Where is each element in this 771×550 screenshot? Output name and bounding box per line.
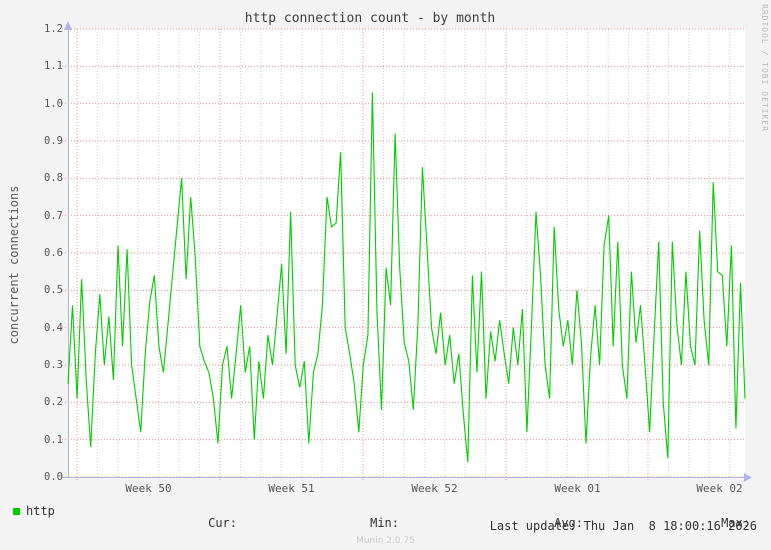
y-tick-label: 0.1: [44, 433, 63, 446]
stat-avg: Avg: 370.98m: [532, 495, 583, 550]
x-tick-label: Week 51: [268, 482, 315, 495]
y-tick-label: 0.4: [44, 321, 63, 334]
stat-min: Min: 0.00: [370, 495, 399, 550]
rrdtool-signature: RRDTOOL / TOBI OETIKER: [760, 4, 769, 132]
y-tick-label: 0.7: [44, 209, 63, 222]
y-tick-label: 0.3: [44, 359, 63, 371]
y-tick-label: 0.6: [44, 247, 63, 259]
x-tick-label: Week 50: [125, 482, 172, 495]
stat-avg-label: Avg:: [554, 516, 583, 530]
y-tick-label: 1.1: [44, 60, 63, 73]
stat-max-label: Max:: [721, 516, 750, 530]
legend-series-label: http: [26, 504, 55, 518]
stat-min-label: Min:: [370, 516, 399, 530]
last-update-text: Last update: Thu Jan 8 18:00:16 2026: [489, 519, 757, 533]
x-tick-label: Week 01: [554, 482, 601, 495]
x-axis-arrow-icon: [744, 473, 752, 482]
major-grid: [62, 28, 745, 481]
x-tick-label: Week 02: [696, 482, 743, 495]
y-tick-label: 0.8: [44, 172, 63, 185]
stat-cur-label: Cur:: [208, 516, 237, 530]
series-line-http: [67, 92, 746, 463]
axes: [62, 21, 752, 482]
y-tick-label: 0.9: [44, 135, 63, 147]
plot-area: [68, 29, 745, 477]
legend-item-http: http: [13, 504, 55, 518]
y-tick-label: 0.2: [44, 396, 63, 409]
series-color-swatch-icon: [13, 508, 20, 515]
munin-version-text: Munin 2.0.75: [356, 536, 415, 546]
x-tick-label: Week 52: [411, 482, 458, 495]
y-tick-label: 1.0: [44, 97, 63, 110]
y-tick-label: 1.2: [44, 23, 63, 35]
graph-title: http connection count - by month: [244, 11, 496, 26]
y-tick-label: 0.5: [44, 284, 63, 297]
chart-canvas: [62, 21, 752, 482]
stat-cur: Cur: 208.47m: [186, 495, 237, 550]
y-tick-label: 0.0: [44, 471, 63, 483]
y-axis-arrow-icon: [64, 21, 72, 30]
stat-max: Max: 12.44: [714, 495, 750, 550]
